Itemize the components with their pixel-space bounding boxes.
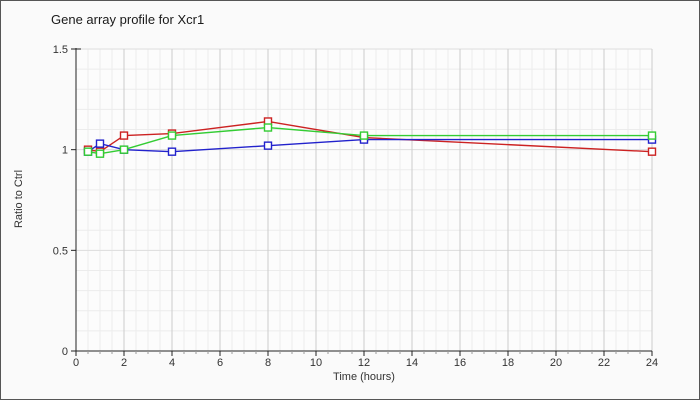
x-tick-label: 12 bbox=[358, 357, 370, 369]
x-tick-label: 14 bbox=[406, 357, 418, 369]
x-tick-label: 2 bbox=[121, 357, 127, 369]
series-marker-green bbox=[119, 145, 129, 154]
x-tick-label: 16 bbox=[454, 357, 466, 369]
series-marker-green bbox=[263, 123, 273, 132]
x-tick-label: 6 bbox=[217, 357, 223, 369]
chart-title: Gene array profile for Xcr1 bbox=[51, 12, 205, 27]
series-marker-green bbox=[95, 149, 105, 158]
series-marker-blue bbox=[95, 139, 105, 148]
series-marker-red bbox=[647, 147, 657, 156]
series-marker-green bbox=[83, 147, 93, 156]
x-tick-label: 10 bbox=[310, 357, 322, 369]
y-tick-label: 0 bbox=[62, 346, 68, 358]
x-tick-label: 24 bbox=[646, 357, 658, 369]
series-marker-green bbox=[359, 131, 369, 140]
x-tick-label: 8 bbox=[265, 357, 271, 369]
x-tick-label: 20 bbox=[550, 357, 562, 369]
series-marker-blue bbox=[263, 141, 273, 150]
y-tick-label: 1 bbox=[62, 145, 68, 157]
x-tick-label: 22 bbox=[598, 357, 610, 369]
y-tick-label: 1.5 bbox=[53, 44, 68, 56]
series-marker-green bbox=[647, 131, 657, 140]
x-tick-label: 4 bbox=[169, 357, 175, 369]
y-tick-label: 0.5 bbox=[53, 245, 68, 257]
series-marker-blue bbox=[167, 147, 177, 156]
x-tick-label: 18 bbox=[502, 357, 514, 369]
series-marker-red bbox=[119, 131, 129, 140]
series-marker-green bbox=[167, 131, 177, 140]
x-axis-label: Time (hours) bbox=[333, 371, 395, 383]
x-tick-label: 0 bbox=[73, 357, 79, 369]
